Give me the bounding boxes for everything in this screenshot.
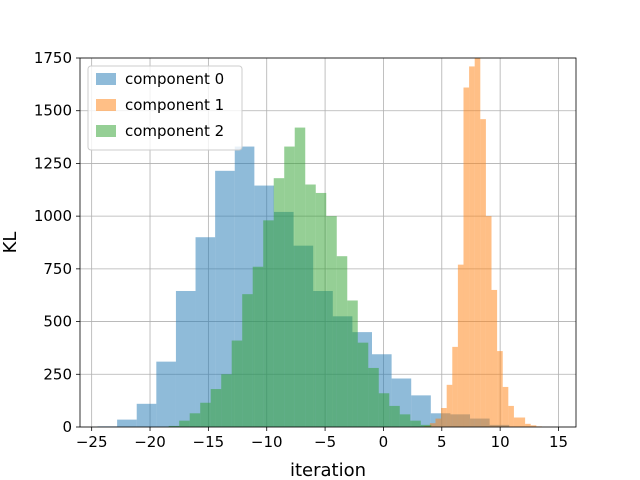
x-axis-ticks: −25 −20 −15 −10 −5 0 5 10 15 [76, 427, 568, 451]
histogram-bar [200, 402, 211, 427]
x-tick-label: −5 [314, 433, 336, 451]
y-tick-label: 250 [43, 365, 72, 383]
histogram-bar [284, 146, 295, 427]
histogram-bars [97, 58, 542, 428]
histogram-bar [519, 417, 526, 427]
x-tick-label: −25 [76, 433, 108, 451]
histogram-bar [513, 417, 520, 427]
histogram-bar [195, 237, 216, 427]
histogram-bar [378, 393, 390, 427]
histogram-bar [389, 405, 400, 427]
histogram-bar [446, 384, 453, 427]
legend-box [87, 65, 243, 151]
x-tick-label: 0 [379, 433, 389, 451]
y-tick-label: 750 [43, 260, 72, 278]
histogram-bar [411, 395, 431, 427]
histogram-bar [315, 192, 327, 427]
histogram-bar [347, 300, 358, 427]
y-tick-label: 1000 [34, 207, 72, 225]
histogram-bar [221, 374, 232, 427]
legend-label: component 2 [125, 122, 224, 140]
histogram-bar [497, 351, 503, 427]
histogram-bar [463, 87, 470, 428]
histogram-bar [294, 127, 306, 427]
y-tick-label: 0 [62, 418, 72, 436]
x-axis-label: iteration [290, 460, 366, 480]
histogram-bar [525, 423, 531, 427]
histogram-bar [263, 220, 274, 427]
histogram-bar [215, 170, 235, 427]
histogram-bar [357, 342, 369, 427]
series-2-bars [168, 127, 432, 427]
legend-label: component 1 [125, 96, 224, 114]
y-axis-ticks: 0 250 500 750 1000 1250 1500 1750 [34, 49, 80, 436]
x-tick-label: −20 [134, 433, 166, 451]
histogram-bar [491, 289, 498, 427]
histogram-bar [469, 66, 475, 427]
y-tick-label: 500 [43, 313, 72, 331]
histogram-bar [231, 340, 243, 427]
histogram-bar [480, 119, 486, 428]
histogram-bar [429, 423, 436, 427]
y-tick-label: 1750 [34, 49, 72, 67]
plot-frame [79, 57, 577, 428]
legend-swatch [96, 73, 116, 85]
histogram-bar [485, 216, 492, 427]
histogram-bar [435, 418, 442, 427]
histogram-bar [136, 403, 157, 427]
histogram-bar [273, 178, 285, 427]
histogram-bar [242, 294, 253, 427]
histogram-bar [156, 361, 176, 427]
histogram-bar [474, 58, 481, 427]
histogram-bar [179, 420, 190, 427]
histogram-bar [175, 290, 196, 427]
histogram-bar [326, 216, 337, 427]
histogram-bar [508, 405, 514, 427]
histogram-bar [530, 425, 537, 427]
x-tick-label: 5 [437, 433, 447, 451]
y-tick-label: 1500 [34, 102, 72, 120]
y-tick-label: 1250 [34, 154, 72, 172]
histogram-bar [368, 367, 379, 427]
x-tick-label: −15 [193, 433, 225, 451]
histogram-bar [189, 413, 201, 427]
histogram-bar [210, 389, 222, 427]
legend-label: component 0 [125, 70, 224, 88]
histogram-bar [117, 419, 137, 427]
y-axis-label: KL [0, 232, 21, 254]
histogram-bar [452, 346, 458, 427]
histogram-bar [399, 414, 411, 427]
x-tick-label: 15 [549, 433, 568, 451]
legend: component 0 component 1 component 2 [87, 65, 243, 151]
histogram-bar [502, 386, 509, 427]
x-tick-label: 10 [491, 433, 510, 451]
histogram-bar [457, 264, 464, 427]
histogram-bar [441, 408, 447, 427]
histogram-bar [410, 420, 421, 427]
series-1-bars [424, 58, 542, 428]
legend-swatch [96, 99, 116, 111]
histogram-bar [336, 256, 348, 427]
legend-swatch [96, 125, 116, 137]
histogram-bar [168, 425, 180, 427]
histogram-bar [420, 424, 432, 427]
histogram-bar [252, 266, 264, 427]
histogram-bar [305, 184, 316, 427]
x-tick-label: −10 [251, 433, 283, 451]
